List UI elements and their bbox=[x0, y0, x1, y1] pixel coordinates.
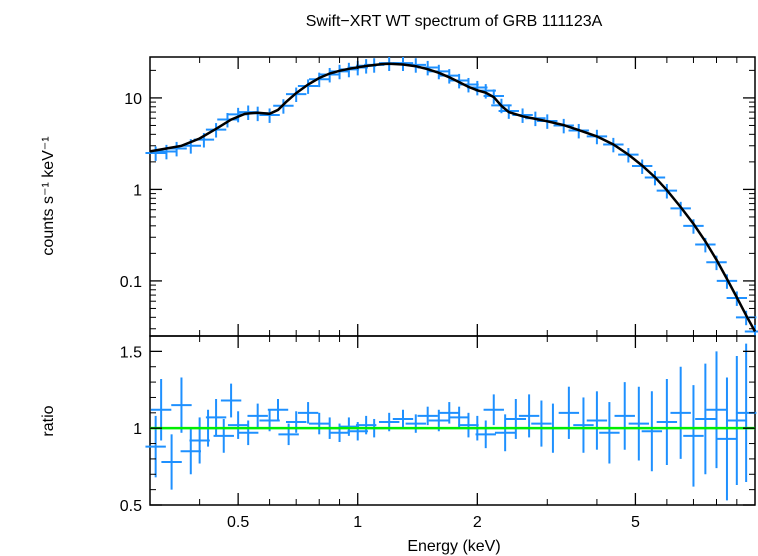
ratio-point bbox=[338, 417, 360, 436]
y-tick-label: 0.1 bbox=[120, 274, 142, 291]
ratio-point bbox=[355, 415, 377, 435]
x-tick-label: 2 bbox=[473, 514, 482, 531]
ratio-point bbox=[670, 366, 691, 459]
ratio-point bbox=[220, 383, 242, 418]
ratio-point bbox=[405, 414, 426, 433]
y-tick-label: 1.5 bbox=[120, 344, 142, 361]
ratio-point bbox=[145, 415, 166, 478]
spectrum-model-curve bbox=[149, 62, 757, 333]
ratio-point bbox=[297, 402, 319, 424]
ratio-point bbox=[683, 385, 704, 487]
ratio-point bbox=[309, 412, 330, 435]
ratio-panel: 1.5 1 0.5 0.5 1 2 5 ratio Energy (keV) bbox=[40, 335, 757, 555]
spectrum-x-ticks bbox=[149, 57, 738, 336]
spectrum-y-axis-label: counts s⁻¹ keV⁻¹ bbox=[40, 136, 57, 255]
ratio-point bbox=[573, 397, 594, 453]
ratio-point bbox=[586, 391, 608, 450]
ratio-point bbox=[518, 394, 540, 438]
ratio-point bbox=[628, 386, 650, 461]
chart-title: Swift−XRT WT spectrum of GRB 111123A bbox=[306, 13, 603, 30]
y-tick-label: 0.5 bbox=[120, 498, 142, 515]
ratio-point bbox=[439, 402, 460, 424]
ratio-y-ticks: 1.5 1 0.5 bbox=[120, 344, 755, 515]
ratio-data-points bbox=[145, 343, 757, 501]
ratio-point bbox=[171, 377, 192, 433]
ratio-point bbox=[247, 403, 268, 429]
ratio-point bbox=[392, 409, 414, 429]
ratio-point bbox=[475, 420, 496, 449]
y-tick-label: 1 bbox=[133, 421, 142, 438]
ratio-y-axis-label: ratio bbox=[40, 405, 57, 436]
ratio-point bbox=[726, 355, 748, 486]
ratio-point bbox=[267, 398, 289, 421]
x-tick-label: 1 bbox=[353, 514, 362, 531]
spectrum-point bbox=[145, 146, 166, 161]
model-line bbox=[149, 62, 757, 333]
ratio-point bbox=[237, 420, 259, 446]
x-tick-label: 5 bbox=[631, 514, 640, 531]
spectrum-data-points bbox=[145, 57, 758, 336]
ratio-plot-frame bbox=[149, 335, 756, 506]
ratio-point bbox=[150, 379, 172, 441]
x-tick-label: 0.5 bbox=[227, 514, 249, 531]
ratio-point bbox=[505, 398, 527, 439]
ratio-point bbox=[213, 418, 234, 453]
ratio-point bbox=[656, 379, 678, 466]
ratio-point bbox=[417, 406, 438, 426]
y-tick-label: 10 bbox=[124, 91, 142, 108]
ratio-point bbox=[599, 402, 620, 464]
ratio-point bbox=[706, 351, 727, 469]
spectrum-y-ticks: 10 1 0.1 bbox=[120, 69, 755, 330]
ratio-point bbox=[458, 412, 479, 438]
ratio-point bbox=[558, 386, 580, 439]
ratio-point bbox=[716, 377, 738, 501]
ratio-point bbox=[531, 400, 552, 447]
ratio-point bbox=[161, 434, 182, 490]
ratio-x-ticks: 0.5 1 2 5 bbox=[149, 336, 738, 531]
ratio-point bbox=[494, 414, 516, 452]
ratio-point bbox=[205, 398, 227, 436]
ratio-point bbox=[227, 411, 249, 439]
ratio-point bbox=[641, 391, 663, 472]
ratio-point bbox=[614, 382, 635, 450]
x-axis-label: Energy (keV) bbox=[407, 538, 500, 555]
y-tick-label: 1 bbox=[133, 182, 142, 199]
ratio-point bbox=[189, 417, 210, 464]
ratio-point bbox=[483, 394, 504, 426]
spectrum-panel: 10 1 0.1 counts s⁻¹ keV⁻¹ bbox=[40, 56, 758, 337]
spectrum-plot-frame bbox=[149, 56, 756, 337]
ratio-point bbox=[695, 363, 716, 475]
spectrum-point bbox=[683, 219, 704, 234]
ratio-point bbox=[180, 428, 201, 475]
